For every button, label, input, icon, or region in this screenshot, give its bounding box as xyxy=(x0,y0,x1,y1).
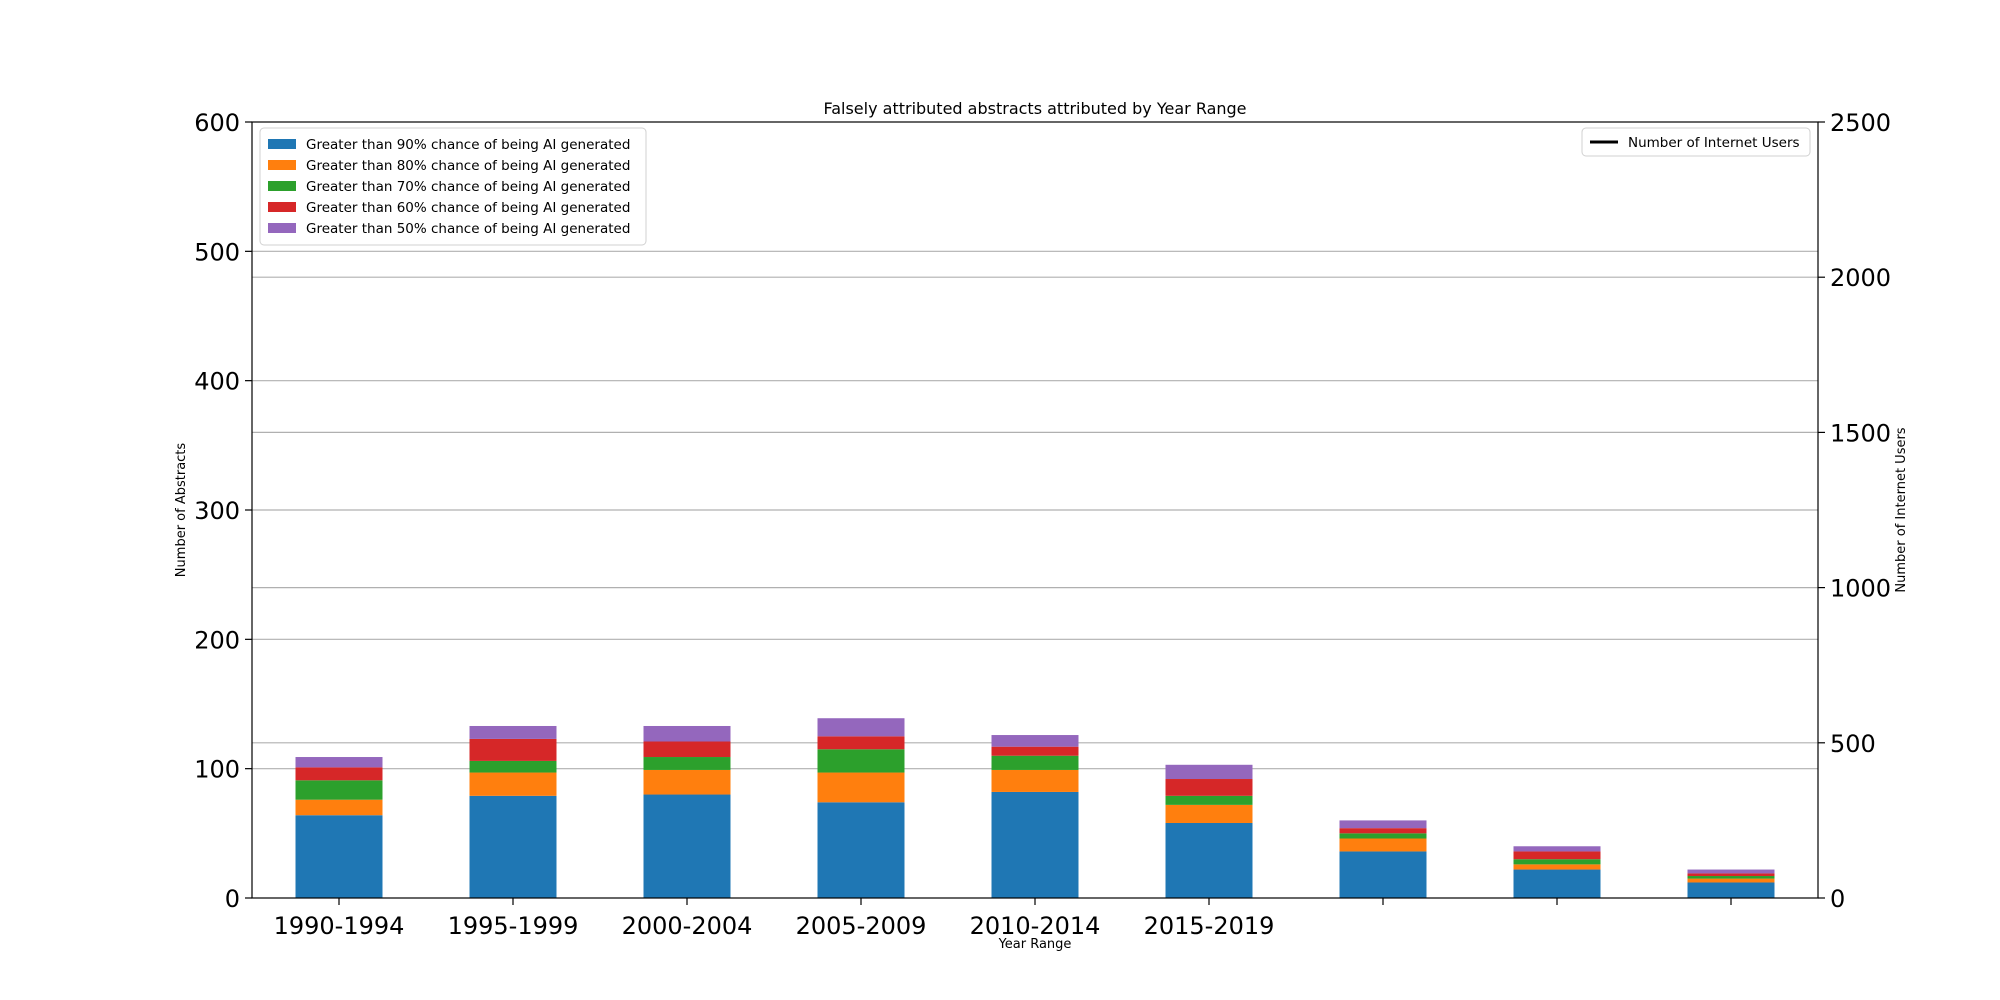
bar-segment xyxy=(1513,846,1601,852)
bar-segment xyxy=(295,815,383,898)
bar-segment xyxy=(1339,838,1427,852)
legend2-entry: Number of Internet Users xyxy=(1628,135,1800,151)
bar-segment xyxy=(643,741,731,758)
y2-tick-label: 0 xyxy=(1830,885,1845,913)
bar-segment xyxy=(1339,833,1427,839)
bar-segment xyxy=(469,772,557,796)
y-axis-label: Number of Abstracts xyxy=(174,443,189,578)
y2-axis-label: Number of Internet Users xyxy=(1894,427,1909,592)
x-axis-ticks: 1990-1994 1995-1999 2000-2004 2005-2009 2010… xyxy=(274,898,1732,940)
y2-tick-label: 1000 xyxy=(1830,575,1891,603)
y2-tick-label: 500 xyxy=(1830,730,1876,758)
y2-tick-label: 2000 xyxy=(1830,264,1891,292)
y-tick-label: 0 xyxy=(225,885,240,913)
y-axis-ticks: 0 100 200 300 400 500 600 xyxy=(194,109,252,913)
legend-internet-users: Number of Internet Users xyxy=(1581,127,1811,157)
grid-lines xyxy=(252,250,1818,770)
legend-entry: Greater than 90% chance of being AI gene… xyxy=(306,137,630,153)
bar-segment xyxy=(295,757,383,768)
y2-tick-label: 1500 xyxy=(1830,419,1891,447)
bar-segment xyxy=(1339,828,1427,834)
bar-segment xyxy=(643,725,731,742)
bar-segment xyxy=(1687,882,1775,898)
bar-segment xyxy=(295,799,383,816)
legend-entry: Greater than 60% chance of being AI gene… xyxy=(306,200,630,216)
bar-segment xyxy=(817,718,905,737)
bar-segment xyxy=(991,746,1079,756)
legend-swatch xyxy=(268,139,296,149)
bar-segment xyxy=(1513,869,1601,898)
y2-axis-ticks: 0 500 1000 1500 2000 2500 xyxy=(1818,109,1891,913)
bar-segment xyxy=(991,791,1079,898)
legend-swatch xyxy=(268,223,296,233)
chart-title: Falsely attributed abstracts attributed … xyxy=(823,99,1246,118)
bar-segment xyxy=(1513,851,1601,860)
bar-segment xyxy=(643,769,731,795)
bar-segment xyxy=(1687,869,1775,874)
legend: Greater than 90% chance of being AI gene… xyxy=(259,127,647,246)
bars xyxy=(295,718,1775,898)
bar-segment xyxy=(817,772,905,803)
bar-segment xyxy=(1165,804,1253,823)
bar-segment xyxy=(1339,820,1427,829)
bar-segment xyxy=(1165,795,1253,805)
bar-segment xyxy=(817,736,905,750)
y-tick-label: 600 xyxy=(194,109,240,137)
x-axis-label: Year Range xyxy=(998,937,1072,952)
bar-segment xyxy=(469,738,557,761)
bar-segment xyxy=(469,760,557,773)
bar-segment xyxy=(1165,764,1253,780)
bar-segment xyxy=(469,795,557,898)
y-tick-label: 200 xyxy=(194,626,240,654)
legend-box xyxy=(259,127,647,246)
bar-segment xyxy=(1687,873,1775,877)
bar-segment xyxy=(1165,822,1253,898)
y-tick-label: 100 xyxy=(194,756,240,784)
legend-swatch xyxy=(268,160,296,170)
y-tick-label: 300 xyxy=(194,497,240,525)
y2-tick-label: 2500 xyxy=(1830,109,1891,137)
y-tick-label: 400 xyxy=(194,368,240,396)
legend-entry: Greater than 70% chance of being AI gene… xyxy=(306,179,630,195)
x-tick-label: 1990-1994 xyxy=(274,912,405,940)
bar-segment xyxy=(295,767,383,781)
x-tick-label: 1995-1999 xyxy=(448,912,579,940)
x-tick-label: 2005-2009 xyxy=(796,912,927,940)
legend-swatch xyxy=(268,181,296,191)
bar-segment xyxy=(1339,851,1427,898)
legend-entry: Greater than 50% chance of being AI gene… xyxy=(306,221,630,237)
bar-segment xyxy=(991,735,1079,747)
bar-segment xyxy=(643,757,731,770)
bar-segment xyxy=(1165,779,1253,796)
bar-segment xyxy=(469,725,557,739)
x-tick-label: 2000-2004 xyxy=(622,912,753,940)
y-tick-label: 500 xyxy=(194,238,240,266)
x-tick-label: 2010-2014 xyxy=(970,912,1101,940)
legend2-box xyxy=(1581,127,1811,157)
bar-segment xyxy=(991,755,1079,770)
bar-segment xyxy=(295,780,383,800)
bar-segment xyxy=(1687,878,1775,883)
legend-entry: Greater than 80% chance of being AI gene… xyxy=(306,158,630,174)
bar-segment xyxy=(643,794,731,898)
bar-segment xyxy=(1513,864,1601,870)
bar-segment xyxy=(1513,859,1601,865)
bar-segment xyxy=(817,749,905,773)
bar-segment xyxy=(1687,876,1775,879)
legend-swatch xyxy=(268,202,296,212)
bar-segment xyxy=(991,769,1079,792)
bar-segment xyxy=(817,802,905,898)
x-tick-label: 2015-2019 xyxy=(1144,912,1275,940)
